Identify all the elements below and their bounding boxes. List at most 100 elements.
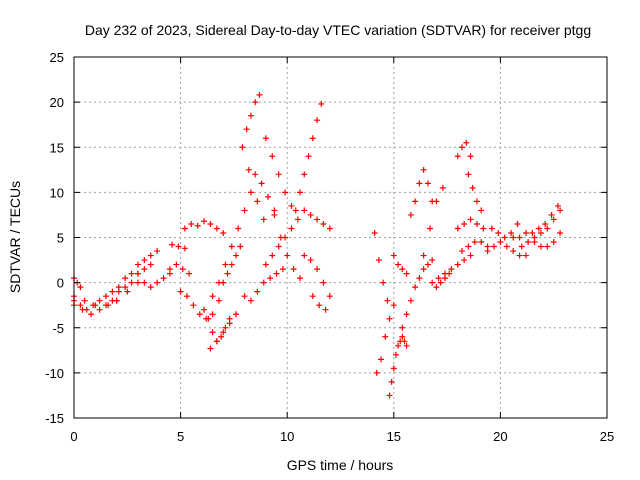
data-point — [459, 144, 466, 151]
series-arc-ak — [484, 239, 529, 259]
data-point — [461, 257, 468, 264]
series-arc-l — [207, 311, 240, 352]
data-point — [222, 324, 229, 331]
data-point — [207, 220, 214, 227]
data-point — [516, 252, 523, 259]
data-point — [439, 184, 446, 191]
data-point — [388, 378, 395, 385]
data-point — [233, 252, 240, 259]
data-point — [288, 225, 295, 232]
data-point — [102, 293, 109, 300]
data-point — [316, 302, 323, 309]
data-point — [209, 329, 216, 336]
data-point — [294, 216, 301, 223]
data-point — [241, 293, 248, 300]
data-point — [469, 184, 476, 191]
data-point — [522, 229, 529, 236]
data-point — [390, 365, 397, 372]
y-tick-label: -5 — [52, 321, 64, 336]
data-point — [301, 207, 308, 214]
series-arc-aj — [459, 239, 491, 255]
series-arc-x — [371, 229, 391, 304]
data-point — [386, 392, 393, 399]
series-arc-ao — [531, 207, 564, 241]
x-tick-label: 20 — [493, 429, 507, 444]
data-point — [77, 284, 84, 291]
series-arc-ab — [399, 257, 436, 331]
data-point — [386, 315, 393, 322]
data-point — [550, 216, 557, 223]
data-point — [314, 216, 321, 223]
data-point — [141, 279, 148, 286]
data-point — [378, 356, 385, 363]
data-point — [271, 211, 278, 218]
data-point — [122, 284, 129, 291]
data-point — [420, 252, 427, 259]
data-point — [222, 261, 229, 268]
data-point — [181, 245, 188, 252]
data-point — [309, 135, 316, 142]
y-axis-label: SDTVAR / TECUs — [7, 181, 23, 293]
data-point — [497, 239, 504, 246]
data-point — [557, 207, 564, 214]
x-tick-label: 5 — [177, 429, 184, 444]
series-arc-z — [386, 333, 410, 399]
data-point — [395, 342, 402, 349]
data-point — [320, 279, 327, 286]
data-point — [209, 293, 216, 300]
series-arc-v — [301, 252, 333, 300]
data-point — [495, 229, 502, 236]
data-point — [554, 202, 561, 209]
data-point — [412, 198, 419, 205]
data-point — [473, 198, 480, 205]
data-point — [267, 275, 274, 282]
data-point — [433, 284, 440, 291]
series-arc-ag — [454, 139, 474, 160]
data-point — [105, 302, 112, 309]
data-point — [284, 252, 291, 259]
data-point — [154, 248, 161, 255]
data-point — [247, 189, 254, 196]
y-tick-label: 5 — [57, 231, 64, 246]
data-point — [245, 166, 252, 173]
data-point — [247, 112, 254, 119]
data-point — [262, 135, 269, 142]
data-point — [412, 284, 419, 291]
data-point — [446, 270, 453, 277]
data-point — [373, 369, 380, 376]
data-point — [320, 220, 327, 227]
data-point — [213, 225, 220, 232]
data-point — [213, 338, 220, 345]
data-point — [301, 252, 308, 259]
series-arc-u — [292, 100, 325, 214]
data-point — [166, 266, 173, 273]
data-point — [128, 270, 135, 277]
data-point — [326, 293, 333, 300]
data-point — [134, 270, 141, 277]
data-point — [382, 333, 389, 340]
series-arc-aa — [390, 252, 410, 277]
data-point — [237, 243, 244, 250]
data-point — [454, 225, 461, 232]
data-point — [181, 225, 188, 232]
series-arc-af — [433, 270, 453, 291]
data-point — [128, 279, 135, 286]
data-point — [256, 91, 263, 98]
data-point — [177, 288, 184, 295]
data-point — [209, 311, 216, 318]
data-point — [254, 288, 261, 295]
data-point — [503, 243, 510, 250]
data-point — [279, 266, 286, 273]
data-point — [305, 153, 312, 160]
data-point — [77, 302, 84, 309]
data-points — [71, 91, 564, 399]
data-point — [275, 171, 282, 178]
data-point — [441, 275, 448, 282]
data-point — [491, 243, 498, 250]
x-tick-label: 0 — [70, 429, 77, 444]
data-point — [401, 338, 408, 345]
data-point — [233, 311, 240, 318]
series-arc-g — [166, 261, 193, 277]
data-point — [88, 311, 95, 318]
